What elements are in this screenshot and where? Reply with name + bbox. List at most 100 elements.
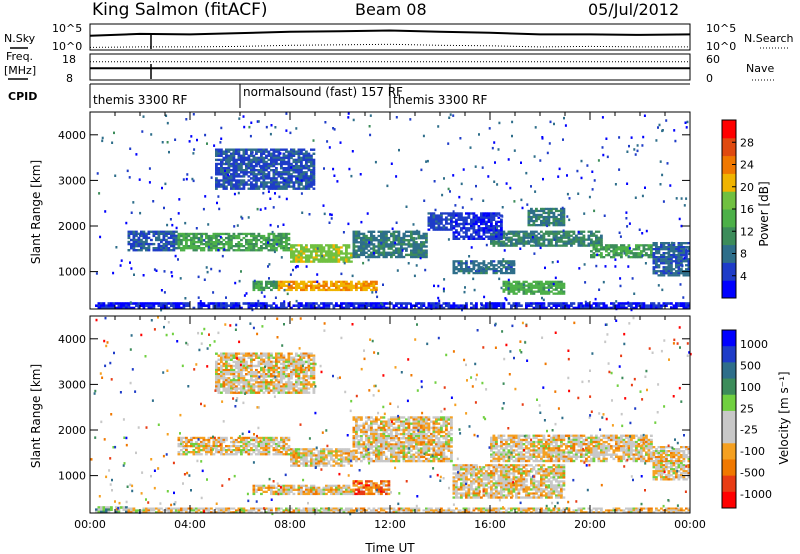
range-cell (310, 158, 313, 162)
range-cell (332, 260, 336, 263)
range-cell (312, 148, 316, 151)
range-cell (170, 249, 173, 252)
range-cell (247, 238, 251, 242)
range-cell (507, 282, 511, 285)
range-cell (520, 242, 523, 245)
range-cell (390, 511, 393, 514)
range-cell (420, 249, 423, 252)
range-cell (490, 229, 493, 232)
range-cell (532, 213, 536, 217)
range-cell (532, 244, 536, 247)
range-cell (202, 247, 206, 250)
range-cell (166, 141, 169, 144)
range-cell (335, 244, 338, 247)
range-cell (445, 302, 448, 305)
range-cell (640, 304, 643, 307)
range-cell (455, 229, 458, 232)
range-cell (257, 120, 260, 123)
range-cell (550, 302, 553, 305)
range-cell (502, 236, 506, 239)
range-cell (672, 306, 676, 310)
range-cell (322, 302, 326, 305)
range-cell (641, 254, 644, 257)
range-cell (452, 235, 456, 238)
range-cell (272, 158, 276, 162)
range-cell (312, 187, 316, 190)
range-cell (370, 304, 373, 307)
range-cell (550, 242, 553, 245)
range-cell (210, 243, 213, 246)
range-cell (560, 217, 563, 221)
range-cell (570, 302, 573, 305)
range-cell (567, 234, 571, 237)
range-cell (632, 254, 636, 257)
range-cell (305, 256, 308, 259)
range-cell (255, 304, 258, 307)
range-cell (207, 438, 211, 442)
range-cell (287, 232, 291, 236)
range-cell (505, 238, 508, 241)
range-cell (230, 449, 233, 452)
range-cell (250, 442, 253, 446)
range-cell (525, 234, 528, 237)
range-cell (245, 249, 248, 252)
range-cell (620, 250, 623, 253)
range-cell (670, 254, 673, 257)
range-cell (230, 304, 233, 307)
range-cell (207, 241, 211, 244)
range-cell (220, 509, 223, 512)
range-cell (262, 158, 266, 162)
range-cell (496, 226, 498, 229)
range-cell (517, 304, 521, 307)
range-cell (507, 230, 511, 233)
range-cell (140, 238, 143, 242)
range-cell (437, 226, 441, 229)
range-cell (225, 174, 228, 177)
range-cell (600, 240, 603, 243)
range-cell (542, 292, 546, 295)
range-cell (405, 247, 408, 250)
range-cell (667, 268, 671, 271)
range-cell (337, 288, 341, 292)
range-cell (250, 453, 253, 456)
range-cell (552, 507, 556, 510)
range-cell (100, 506, 103, 509)
range-cell (640, 254, 643, 257)
range-cell (487, 511, 491, 514)
range-cell (685, 248, 688, 251)
range-cell (385, 241, 388, 244)
range-cell (215, 238, 218, 242)
range-cell (462, 271, 466, 275)
range-cell (297, 258, 301, 261)
range-cell (490, 235, 493, 238)
range-cell (470, 225, 473, 228)
range-cell (350, 509, 353, 512)
range-cell (540, 209, 543, 213)
range-cell (542, 177, 544, 181)
range-cell (238, 117, 241, 120)
range-cell (367, 249, 371, 252)
range-cell (312, 511, 316, 514)
range-cell (312, 158, 316, 162)
range-cell (430, 220, 433, 223)
range-cell (262, 171, 266, 174)
range-cell (407, 234, 411, 238)
range-cell (217, 440, 221, 444)
range-cell (130, 244, 133, 248)
range-cell (125, 508, 128, 511)
range-cell (245, 238, 248, 242)
range-cell (502, 242, 506, 245)
range-cell (297, 181, 301, 184)
range-cell (185, 440, 188, 444)
range-cell (297, 175, 301, 178)
range-cell (557, 213, 561, 217)
range-cell (391, 241, 394, 245)
range-cell (232, 150, 236, 153)
range-cell (220, 451, 223, 454)
range-cell (130, 238, 133, 242)
range-cell (295, 162, 298, 166)
range-cell (237, 245, 241, 248)
range-cell (132, 201, 135, 204)
range-cell (310, 256, 313, 259)
range-cell (222, 245, 226, 248)
